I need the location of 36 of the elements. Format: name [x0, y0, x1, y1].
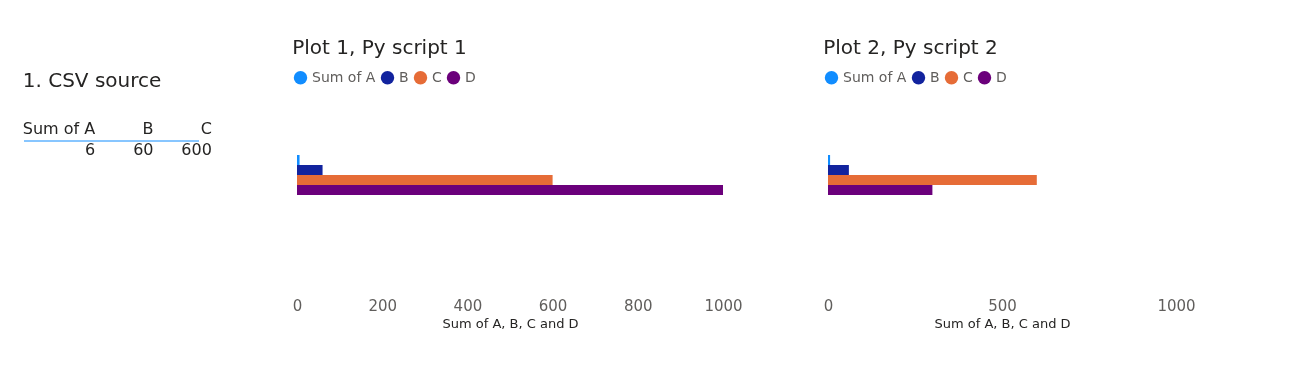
bar: [297, 165, 323, 175]
bar: [297, 185, 723, 195]
bar: [297, 155, 300, 165]
x-axis-title: Sum of A, B, C and D: [442, 315, 579, 331]
data-label: 60: [133, 139, 154, 159]
x-tick-label: 800: [623, 296, 653, 315]
bar: [828, 165, 849, 175]
legend-label: D: [465, 68, 476, 85]
legend-label: C: [432, 68, 442, 85]
legend-label: Sum of A: [843, 68, 907, 85]
x-tick-label: 0: [823, 296, 834, 315]
bar: [297, 175, 553, 185]
legend-label: D: [996, 68, 1007, 85]
legend-label: Sum of A: [312, 68, 376, 85]
category-label: C: [200, 118, 212, 138]
category-label: Sum of A: [22, 118, 96, 138]
x-tick-label: 200: [368, 296, 398, 315]
chart-title: Plot 2, Py script 2: [823, 35, 998, 59]
text: 1. CSV source: [22, 68, 162, 92]
category-label: B: [142, 118, 154, 138]
x-tick-label: 1000: [704, 296, 743, 315]
data-label: 6: [84, 139, 96, 159]
chart-title: Plot 1, Py script 1: [292, 35, 467, 59]
x-tick-label: 0: [292, 296, 303, 315]
legend-label: C: [963, 68, 973, 85]
bar: [828, 175, 1037, 185]
bar: [828, 155, 831, 165]
data-label: 600: [181, 139, 212, 159]
x-tick-label: 600: [538, 296, 568, 315]
x-tick-label: 1000: [1157, 296, 1196, 315]
x-tick-label: 500: [988, 296, 1017, 315]
x-axis-title: Sum of A, B, C and D: [934, 315, 1071, 331]
legend-label: B: [399, 68, 409, 85]
x-tick-label: 400: [453, 296, 483, 315]
legend-label: B: [930, 68, 940, 85]
bar: [828, 185, 933, 195]
